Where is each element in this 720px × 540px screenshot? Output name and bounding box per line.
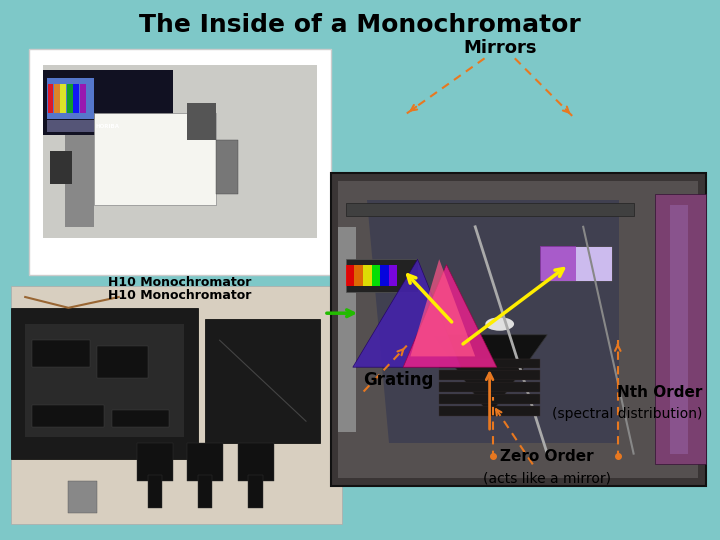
FancyBboxPatch shape [540, 246, 612, 281]
FancyBboxPatch shape [655, 194, 706, 464]
FancyBboxPatch shape [50, 151, 72, 184]
FancyBboxPatch shape [439, 406, 540, 416]
FancyBboxPatch shape [346, 265, 354, 286]
FancyBboxPatch shape [540, 246, 576, 281]
FancyBboxPatch shape [331, 173, 706, 486]
FancyBboxPatch shape [354, 265, 363, 286]
FancyBboxPatch shape [25, 324, 184, 437]
FancyBboxPatch shape [94, 113, 216, 205]
Text: Mirrors: Mirrors [464, 39, 537, 57]
Text: H10 Monochromator: H10 Monochromator [108, 276, 252, 289]
Text: HORIBA: HORIBA [96, 124, 120, 129]
FancyBboxPatch shape [112, 410, 169, 427]
FancyBboxPatch shape [32, 405, 104, 427]
FancyBboxPatch shape [346, 202, 634, 216]
Text: (spectral distribution): (spectral distribution) [552, 407, 702, 421]
FancyBboxPatch shape [11, 286, 342, 524]
FancyBboxPatch shape [148, 475, 162, 508]
Text: (acts like a mirror): (acts like a mirror) [483, 472, 611, 486]
Text: H10 Monochromator: H10 Monochromator [108, 289, 252, 302]
FancyBboxPatch shape [346, 259, 418, 292]
Ellipse shape [485, 318, 514, 330]
FancyBboxPatch shape [68, 481, 97, 513]
FancyBboxPatch shape [198, 475, 212, 508]
Polygon shape [367, 200, 619, 443]
FancyBboxPatch shape [238, 443, 274, 481]
FancyBboxPatch shape [205, 319, 320, 443]
FancyBboxPatch shape [439, 382, 540, 392]
Polygon shape [410, 259, 475, 356]
FancyBboxPatch shape [187, 103, 216, 140]
FancyBboxPatch shape [216, 140, 238, 194]
FancyBboxPatch shape [363, 265, 372, 286]
FancyBboxPatch shape [67, 84, 73, 113]
FancyBboxPatch shape [372, 265, 380, 286]
FancyBboxPatch shape [248, 475, 263, 508]
FancyBboxPatch shape [29, 49, 331, 275]
Polygon shape [432, 335, 547, 416]
FancyBboxPatch shape [48, 84, 53, 113]
FancyBboxPatch shape [670, 205, 688, 454]
FancyBboxPatch shape [32, 340, 90, 367]
FancyBboxPatch shape [47, 120, 169, 132]
FancyBboxPatch shape [43, 70, 173, 135]
FancyBboxPatch shape [137, 443, 173, 481]
FancyBboxPatch shape [47, 78, 94, 119]
Text: The Inside of a Monochromator: The Inside of a Monochromator [139, 14, 581, 37]
Text: Nth Order: Nth Order [616, 384, 702, 400]
Polygon shape [353, 259, 461, 367]
Text: Grating: Grating [364, 371, 434, 389]
FancyBboxPatch shape [187, 443, 223, 481]
FancyBboxPatch shape [60, 84, 66, 113]
FancyBboxPatch shape [43, 65, 317, 238]
FancyBboxPatch shape [54, 84, 60, 113]
FancyBboxPatch shape [389, 265, 397, 286]
FancyBboxPatch shape [338, 227, 356, 432]
Polygon shape [403, 265, 497, 367]
FancyBboxPatch shape [338, 181, 698, 478]
FancyBboxPatch shape [73, 84, 79, 113]
FancyBboxPatch shape [11, 308, 198, 459]
FancyBboxPatch shape [380, 265, 389, 286]
FancyBboxPatch shape [439, 394, 540, 404]
FancyBboxPatch shape [97, 346, 148, 378]
FancyBboxPatch shape [43, 65, 317, 238]
FancyBboxPatch shape [65, 135, 94, 227]
FancyBboxPatch shape [439, 370, 540, 380]
Text: Zero Order: Zero Order [500, 449, 594, 464]
FancyBboxPatch shape [439, 359, 540, 368]
FancyBboxPatch shape [80, 84, 86, 113]
